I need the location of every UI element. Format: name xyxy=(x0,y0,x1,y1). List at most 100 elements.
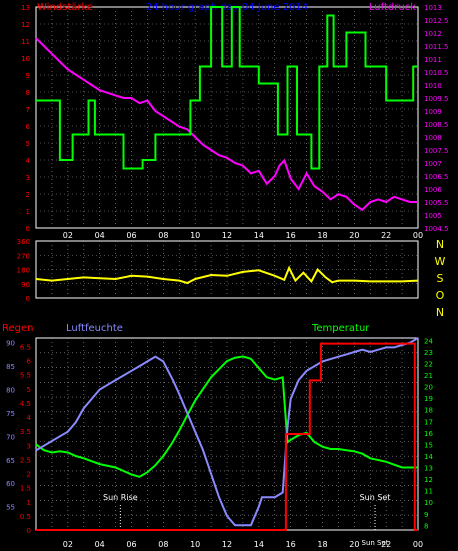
pressure-tick-label: 1011 xyxy=(424,56,442,64)
wind-dir-tick-label: 360 xyxy=(17,238,30,246)
wind-speed-tick-label: 0 xyxy=(26,225,30,233)
humidity-tick-label: 55 xyxy=(6,504,15,512)
wind-dir-tick-label: 90 xyxy=(21,281,30,289)
x-tick-label: 06 xyxy=(126,231,136,240)
pressure-tick-label: 1007 xyxy=(424,160,442,168)
x-tick-label: 02 xyxy=(63,231,73,240)
rain-tick-label: 0.5 xyxy=(20,513,31,521)
x-tick-label: 16 xyxy=(286,540,296,549)
x-tick-label: 00 xyxy=(413,540,423,549)
temperature-tick-label: 10 xyxy=(424,499,433,507)
compass-label: W xyxy=(435,255,446,268)
temperature-tick-label: 9 xyxy=(424,511,428,519)
x-tick-label: 22 xyxy=(381,540,391,549)
wind-speed-tick-label: 9 xyxy=(26,72,30,80)
wind-dir-tick-label: 0 xyxy=(26,295,30,303)
rain-tick-label: 2.5 xyxy=(20,456,31,464)
wind-speed-axis-label: Windstärke xyxy=(37,2,93,13)
temperature-tick-label: 20 xyxy=(424,384,433,392)
temperature-tick-label: 11 xyxy=(424,488,433,496)
pressure-tick-label: 1008.5 xyxy=(424,121,449,129)
rain-tick-label: 5 xyxy=(27,386,31,394)
x-tick-label: 10 xyxy=(190,540,200,549)
pressure-tick-label: 1012.5 xyxy=(424,17,449,25)
humidity-tick-label: 65 xyxy=(6,457,15,465)
pressure-line xyxy=(35,37,418,212)
x-tick-label: 06 xyxy=(126,540,136,549)
x-tick-label: 04 xyxy=(95,540,105,549)
rain-tick-label: 4 xyxy=(27,414,32,422)
x-tick-label: 00 xyxy=(413,231,423,240)
x-tick-label: 12 xyxy=(222,540,232,549)
sun-rise-label: Sun Rise xyxy=(103,493,138,502)
x-tick-label: 10 xyxy=(190,231,200,240)
rain-tick-label: 3.5 xyxy=(20,428,31,436)
humidity-axis-label: Luftfeuchte xyxy=(66,323,123,334)
wind-speed-line xyxy=(36,6,418,170)
temperature-axis-label: Temperatur xyxy=(311,323,370,334)
compass-label: N xyxy=(436,238,444,251)
pressure-tick-label: 1005.5 xyxy=(424,199,449,207)
temperature-tick-label: 17 xyxy=(424,418,433,426)
temperature-tick-label: 19 xyxy=(424,395,433,403)
humidity-tick-label: 60 xyxy=(6,480,15,488)
compass-label: N xyxy=(436,306,444,319)
humidity-tick-label: 75 xyxy=(6,410,15,418)
rain-tick-label: 5.5 xyxy=(20,372,31,380)
temperature-tick-label: 15 xyxy=(424,441,433,449)
wind-speed-tick-label: 5 xyxy=(26,140,30,148)
pressure-tick-label: 1006.5 xyxy=(424,173,449,181)
x-tick-label: 14 xyxy=(254,540,264,549)
x-tick-label: 14 xyxy=(254,231,264,240)
wind-speed-tick-label: 2 xyxy=(26,191,30,199)
temperature-tick-label: 14 xyxy=(424,453,433,461)
x-tick-label: 16 xyxy=(286,231,296,240)
rain-tick-label: 6.5 xyxy=(20,343,31,351)
x-tick-label: 22 xyxy=(381,231,391,240)
temperature-tick-label: 22 xyxy=(424,360,433,368)
wind-speed-tick-label: 11 xyxy=(21,38,30,46)
compass-label: S xyxy=(437,272,444,285)
pressure-tick-label: 1010 xyxy=(424,82,442,90)
sun-set-axis-label: Sun Set xyxy=(362,539,389,547)
temperature-tick-label: 8 xyxy=(424,522,428,530)
pressure-tick-label: 1005 xyxy=(424,212,442,220)
wind-speed-tick-label: 4 xyxy=(26,157,31,165)
x-tick-label: 02 xyxy=(63,540,73,549)
wind-speed-tick-label: 12 xyxy=(21,21,30,29)
temperature-tick-label: 12 xyxy=(424,476,433,484)
x-tick-label: 12 xyxy=(222,231,232,240)
x-tick-label: 20 xyxy=(349,231,359,240)
wind-speed-tick-label: 6 xyxy=(26,123,31,131)
wind-speed-tick-label: 1 xyxy=(26,208,30,216)
pressure-tick-label: 1006 xyxy=(424,186,442,194)
rain-axis-label: Regen xyxy=(2,323,34,334)
pressure-tick-label: 1009 xyxy=(424,108,442,116)
chart-title: 24 hour graph day 04 June 2014 xyxy=(146,2,308,13)
x-tick-label: 18 xyxy=(317,231,327,240)
sun-set-label: Sun Set xyxy=(360,493,391,502)
rain-tick-label: 1 xyxy=(27,499,31,507)
wind-speed-tick-label: 10 xyxy=(21,55,30,63)
pressure-tick-label: 1008 xyxy=(424,134,442,142)
humidity-tick-label: 80 xyxy=(6,387,15,395)
temperature-tick-label: 16 xyxy=(424,430,433,438)
pressure-tick-label: 1007.5 xyxy=(424,147,449,155)
pressure-tick-label: 1010.5 xyxy=(424,69,449,77)
wind-dir-tick-label: 270 xyxy=(17,252,30,260)
temperature-tick-label: 23 xyxy=(424,349,433,357)
rain-line xyxy=(36,342,418,531)
x-tick-label: 08 xyxy=(158,540,168,549)
rain-tick-label: 1.5 xyxy=(20,485,31,493)
rain-tick-label: 6 xyxy=(27,358,32,366)
temperature-line xyxy=(35,355,418,478)
wind-speed-tick-label: 13 xyxy=(21,4,30,12)
wind-speed-tick-label: 7 xyxy=(26,106,30,114)
pressure-tick-label: 1012 xyxy=(424,30,442,38)
compass-label: O xyxy=(436,289,445,302)
x-tick-label: 04 xyxy=(95,231,105,240)
pressure-tick-label: 1009.5 xyxy=(424,95,449,103)
pressure-tick-label: 1004.5 xyxy=(424,225,449,233)
x-tick-label: 20 xyxy=(349,540,359,549)
